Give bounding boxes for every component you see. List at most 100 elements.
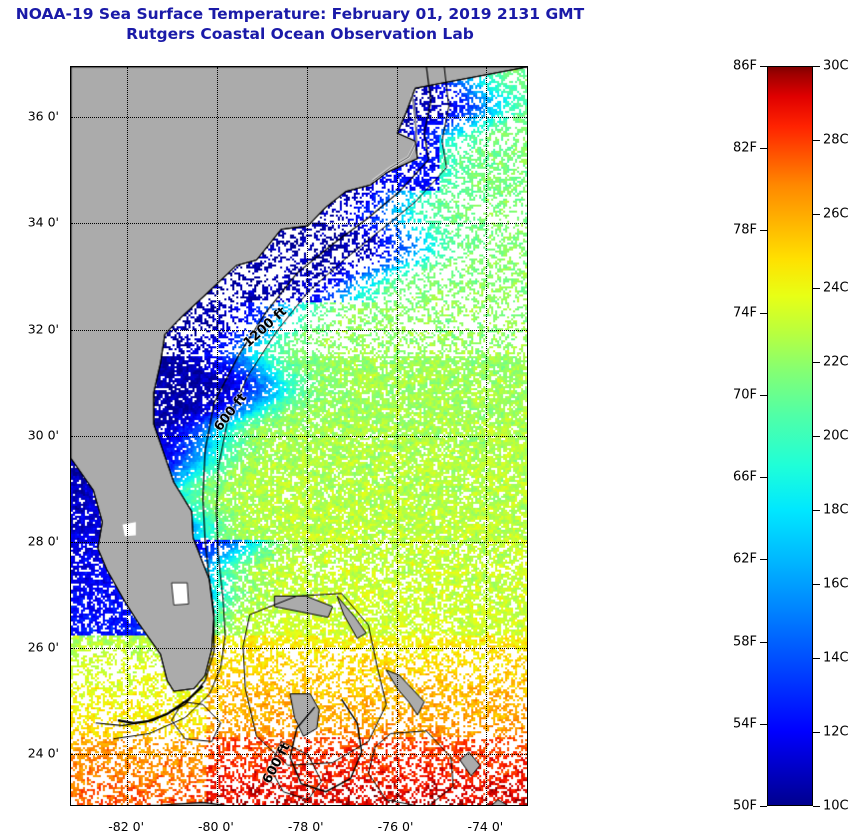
tick-lon-minor — [509, 805, 510, 806]
tick-lat-major — [70, 754, 71, 755]
tick-lat-minor — [70, 91, 71, 92]
colorbar-label-celsius: 12C — [823, 724, 849, 740]
colorbar-label-fahrenheit: 66F — [732, 469, 757, 485]
tick-lon-minor — [352, 805, 353, 806]
colorbar-tick-f — [760, 477, 767, 479]
sst-map-plot[interactable]: 1200 ft 600 ft 600 ft — [70, 66, 528, 806]
tick-lat-minor — [70, 197, 71, 198]
colorbar-label-celsius: 28C — [823, 132, 849, 148]
tick-lon-major — [307, 805, 308, 806]
axis-label-lat: 34 0' — [27, 214, 59, 230]
colorbar-tick-f — [760, 148, 767, 150]
colorbar-label-fahrenheit: 62F — [732, 551, 757, 567]
tick-lon-minor — [329, 805, 330, 806]
tick-lon-major — [217, 805, 218, 806]
colorbar-label-celsius: 20C — [823, 428, 849, 444]
title-line-1: NOAA-19 Sea Surface Temperature: Februar… — [15, 5, 585, 23]
colorbar-label-celsius: 22C — [823, 354, 849, 370]
colorbar-label-celsius: 18C — [823, 502, 849, 518]
axis-label-lat: 26 0' — [27, 639, 59, 655]
colorbar-tick-c — [813, 288, 820, 289]
colorbar-tick-f — [760, 641, 767, 643]
colorbar-label-celsius: 10C — [823, 798, 849, 814]
axis-label-lon: -82 0' — [108, 819, 145, 834]
tick-lat-minor — [70, 250, 71, 251]
tick-lon-minor — [284, 805, 285, 806]
tick-lat-major — [70, 436, 71, 437]
tick-lat-minor — [70, 568, 71, 569]
colorbar-label-fahrenheit: 58F — [732, 634, 757, 650]
colorbar-tick-c — [813, 658, 820, 659]
tick-lat-major — [70, 542, 71, 543]
colorbar-gradient — [767, 66, 813, 806]
axis-label-lat: 32 0' — [27, 321, 59, 337]
axis-label-lon: -74 0' — [467, 819, 504, 834]
colorbar-tick-c — [813, 732, 820, 733]
colorbar-label-celsius: 26C — [823, 206, 849, 222]
tick-lon-minor — [172, 805, 173, 806]
tick-lat-minor — [70, 727, 71, 728]
colorbar-label-celsius: 16C — [823, 576, 849, 592]
tick-lat-minor — [70, 515, 71, 516]
tick-lon-major — [397, 805, 398, 806]
tick-lon-major — [486, 805, 487, 806]
axis-label-lon: -76 0' — [377, 819, 414, 834]
tick-lat-major — [70, 117, 71, 118]
colorbar-tick-c — [813, 214, 820, 215]
colorbar-label-fahrenheit: 86F — [732, 58, 757, 74]
axis-label-lat: 30 0' — [27, 427, 59, 443]
tick-lat-minor — [70, 356, 71, 357]
colorbar-label-celsius: 24C — [823, 280, 849, 296]
colorbar-tick-f — [760, 559, 767, 561]
colorbar-label-fahrenheit: 78F — [732, 222, 757, 238]
colorbar-tick-c — [813, 436, 820, 437]
tick-lat-minor — [70, 144, 71, 145]
tick-lat-minor — [70, 595, 71, 596]
colorbar-label-fahrenheit: 54F — [732, 716, 757, 732]
axis-label-lat: 24 0' — [27, 745, 59, 761]
colorbar-tick-c — [813, 510, 820, 511]
axis-label-lon: -80 0' — [198, 819, 234, 834]
colorbar-label-fahrenheit: 82F — [732, 140, 757, 156]
tick-lon-minor — [441, 805, 442, 806]
tick-lat-minor — [70, 409, 71, 410]
tick-lon-minor — [105, 805, 106, 806]
tick-lon-minor — [262, 805, 263, 806]
tick-lat-minor — [70, 780, 71, 781]
sst-raster — [71, 67, 527, 805]
colorbar-tick-c — [813, 584, 820, 585]
colorbar-label-fahrenheit: 74F — [732, 305, 757, 321]
axis-label-lat: 28 0' — [27, 533, 59, 549]
axis-label-lon: -78 0' — [287, 819, 324, 834]
colorbar-tick-f — [760, 66, 767, 67]
colorbar-tick-c — [813, 362, 820, 363]
tick-lat-minor — [70, 621, 71, 622]
tick-lat-major — [70, 648, 71, 649]
tick-lon-major — [127, 805, 128, 806]
axis-label-lat: 36 0' — [27, 108, 59, 124]
temperature-colorbar[interactable]: 86F 82F 78F 74F 70F 66F 62F 58F 54F 50F 30C 28C 26C 2… — [733, 59, 849, 814]
tick-lon-minor — [194, 805, 195, 806]
colorbar-tick-f — [760, 312, 767, 314]
tick-lat-major — [70, 330, 71, 331]
tick-lon-minor — [464, 805, 465, 806]
tick-lon-minor — [419, 805, 420, 806]
colorbar-tick-c — [813, 140, 820, 141]
tick-lat-major — [70, 223, 71, 224]
tick-lat-minor — [70, 489, 71, 490]
colorbar-label-celsius: 30C — [823, 58, 849, 74]
title-line-2: Rutgers Coastal Ocean Observation Lab — [126, 25, 474, 43]
colorbar-tick-c — [813, 66, 820, 67]
tick-lat-minor — [70, 462, 71, 463]
tick-lat-minor — [70, 170, 71, 171]
tick-lon-minor — [239, 805, 240, 806]
colorbar-label-celsius: 14C — [823, 650, 849, 666]
colorbar-tick-f — [760, 723, 767, 725]
colorbar-tick-f — [760, 394, 767, 396]
tick-lat-minor — [70, 674, 71, 675]
tick-lon-minor — [82, 805, 83, 806]
page-title: NOAA-19 Sea Surface Temperature: Februar… — [0, 4, 600, 44]
colorbar-label-fahrenheit: 50F — [732, 798, 757, 814]
tick-lon-minor — [374, 805, 375, 806]
colorbar-label-fahrenheit: 70F — [732, 387, 757, 403]
